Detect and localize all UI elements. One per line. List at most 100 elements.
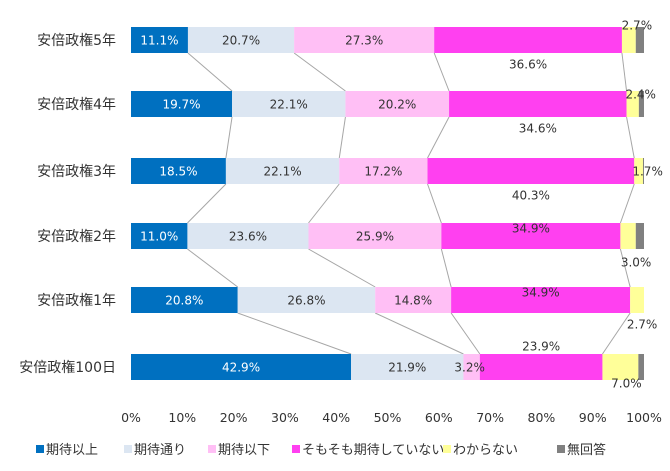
connector-lines [187,52,635,355]
category-label: 安倍政権1年 [37,292,116,309]
connector-line [440,248,452,288]
bar-segment [441,223,621,249]
bar-segments [131,27,644,380]
category-label: 安倍政権3年 [37,163,116,180]
x-tick-label: 20% [220,410,248,425]
data-label: 18.5% [159,165,197,179]
data-label: 27.3% [345,34,383,48]
bar-segment [131,27,188,53]
bar-segment [131,287,238,313]
data-label: 36.6% [509,58,547,72]
data-labels: 11.1% 20.7% 27.3% 36.6% 2.7% 19.7% 22.1% 20.2% 3… [140,19,663,391]
bar-segment [131,354,352,380]
bar-segment [232,91,346,117]
connector-line [308,183,340,224]
bar-segment [351,354,464,380]
data-label: 21.9% [388,361,426,375]
category-label: 安倍政権100日 [19,359,116,376]
data-label: 42.9% [222,361,260,375]
connector-line [187,52,233,92]
bar-segment [635,27,644,53]
x-tick-label: 0% [121,410,141,425]
category-label: 安倍政権5年 [37,32,116,49]
bar-segment [621,27,636,53]
connector-line [619,248,631,288]
x-tick-label: 80% [528,410,556,425]
legend-swatch [443,445,451,453]
bar-segment [638,91,644,117]
data-label: 23.6% [229,230,267,244]
data-label: 19.7% [162,98,200,112]
data-label: 2.4% [625,88,656,102]
connector-line [626,116,635,159]
connector-line [308,248,376,288]
x-tick-label: 10% [168,410,196,425]
bar-segment [187,223,309,249]
connector-line [619,183,635,224]
bar-segment [434,27,622,53]
legend-swatch [208,445,216,453]
data-label: 34.9% [512,222,550,236]
bar-segment [187,27,295,53]
category-label: 安倍政権4年 [37,96,116,113]
data-label: 2.7% [627,318,658,332]
connector-line [338,116,346,159]
connector-line [293,52,346,92]
data-label: 26.8% [287,294,325,308]
data-label: 7.0% [611,377,642,391]
category-label: 安倍政権2年 [37,228,116,245]
bar-segment [634,158,643,184]
connector-line [187,183,227,224]
x-tick-label: 60% [425,410,453,425]
x-tick-label: 100% [626,410,662,425]
bar-segment [237,287,376,313]
bar-segment [463,354,480,380]
bar-segment [345,91,450,117]
bar-segment [630,287,644,313]
data-label: 2.7% [622,19,653,33]
bar-segment [602,354,639,380]
connector-line [450,312,481,355]
connector-line [427,116,450,159]
data-label: 11.1% [140,34,178,48]
x-tick-label: 50% [374,410,402,425]
connector-line [602,312,631,355]
x-axis-ticks: 0% 10% 20% 30% 40% 50% 60% 70% 80% 90% 100% [121,410,662,425]
data-label: 17.2% [364,165,402,179]
data-label: 25.9% [356,230,394,244]
legend-swatch [557,445,565,453]
connector-line [427,183,442,224]
connector-line [374,312,464,355]
connector-line [237,312,352,355]
x-tick-label: 40% [322,410,350,425]
data-label: 11.0% [140,230,178,244]
connector-line [621,52,628,92]
connector-line [187,248,239,288]
x-tick-label: 70% [476,410,504,425]
bar-segment [635,223,644,249]
bar-segment [427,158,635,184]
legend-label: 期待以下 [218,443,270,458]
bar-segment [642,158,644,184]
bar-segment [626,91,639,117]
legend-swatch [124,445,132,453]
x-tick-label: 30% [271,410,299,425]
data-label: 22.1% [270,98,308,112]
bar-segment [131,91,233,117]
data-label: 34.6% [519,122,557,136]
bar-segment [294,27,435,53]
x-tick-label: 90% [579,410,607,425]
legend-label: 無回答 [567,442,606,458]
data-label: 3.0% [621,256,652,270]
connector-line [433,52,450,92]
bar-segment [131,223,188,249]
legend-label: 期待以上 [46,443,98,458]
data-label: 22.1% [264,165,302,179]
legend-swatch [292,445,300,453]
data-label: 20.2% [378,98,416,112]
bar-segment [449,91,627,117]
bar-segment [375,287,452,313]
bar-segment [131,158,226,184]
